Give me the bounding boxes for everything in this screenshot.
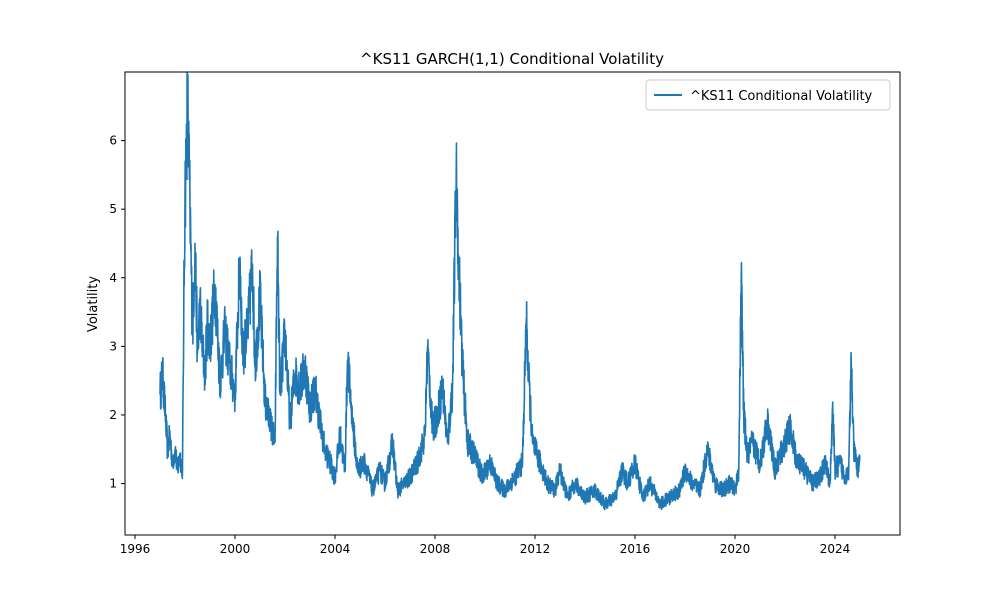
axes-frame <box>124 71 901 536</box>
series-line <box>159 72 861 511</box>
y-tick-label: 4 <box>109 271 117 285</box>
x-tick-label: 2020 <box>720 542 751 556</box>
y-axis-label: Volatility <box>86 276 101 332</box>
legend: ^KS11 Conditional Volatility <box>645 79 891 111</box>
y-tick-label: 5 <box>109 202 117 216</box>
axes: 1996 2000 2004 2008 2012 2016 2020 2024 1 2 3 4 5 6 <box>109 71 901 556</box>
y-tick-label: 3 <box>109 339 117 353</box>
legend-box <box>645 79 891 111</box>
x-tick-label: 2004 <box>320 542 351 556</box>
x-tick-label: 2012 <box>520 542 551 556</box>
x-tick-label: 2008 <box>420 542 451 556</box>
x-tick-label: 2000 <box>220 542 251 556</box>
x-tick-label: 1996 <box>120 542 151 556</box>
y-tick-label: 6 <box>109 134 117 148</box>
x-tick-label: 2024 <box>820 542 851 556</box>
y-tick-label: 2 <box>109 408 117 422</box>
y-tick-label: 1 <box>109 477 117 491</box>
legend-label: ^KS11 Conditional Volatility <box>690 89 873 104</box>
x-tick-label: 2016 <box>620 542 651 556</box>
chart-title: ^KS11 GARCH(1,1) Conditional Volatility <box>360 50 664 68</box>
plot-area <box>159 72 861 511</box>
